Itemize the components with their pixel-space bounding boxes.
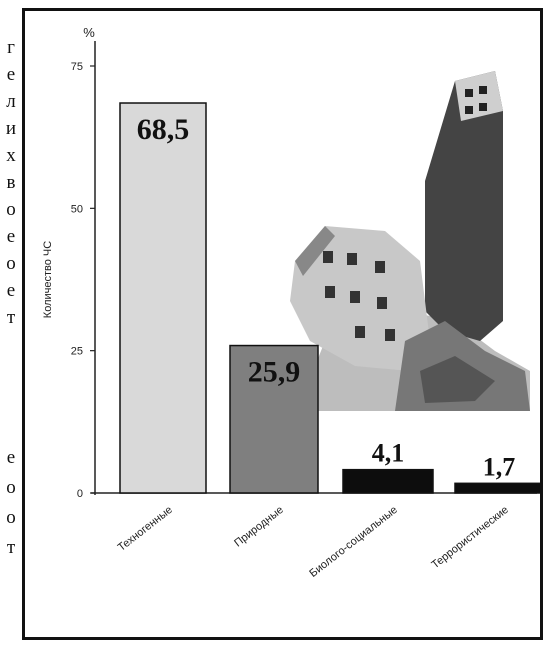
chart-bars — [119, 102, 544, 494]
side-text-char: о — [6, 199, 16, 220]
side-text-char: е — [6, 226, 16, 247]
y-tick-label: 25 — [71, 346, 83, 358]
bar-2 — [342, 468, 434, 494]
chart-axes: % 0 25 50 75 Количество ЧС — [42, 25, 537, 500]
side-text-char: о — [6, 507, 16, 528]
side-text-char: е — [6, 447, 16, 468]
side-text-char: о — [6, 253, 16, 274]
bar-0 — [119, 102, 207, 494]
y-tick-label: 50 — [71, 203, 83, 215]
side-text-char: х — [6, 145, 16, 166]
value-label: 68,5 — [137, 113, 190, 146]
side-text-char: л — [6, 91, 16, 112]
y-tick-label: 0 — [77, 488, 83, 500]
side-text-char: е — [6, 64, 16, 85]
side-text-char: е — [6, 280, 16, 301]
side-text-char: в — [6, 172, 16, 193]
value-label: 1,7 — [483, 452, 516, 481]
chart-frame: % 0 25 50 75 Количество ЧС 68,5 25,9 4,1 1,7 Тех… — [22, 8, 544, 640]
value-label: 25,9 — [248, 356, 301, 389]
bar-chart: % 0 25 50 75 Количество ЧС 68,5 25,9 4,1 1,7 Тех… — [42, 25, 544, 580]
chart-category-labels: Техногенные Природные Биолого-социальные Те… — [116, 504, 511, 580]
collapsed-building-photo — [290, 71, 530, 411]
value-label: 4,1 — [372, 439, 405, 468]
category-label: Природные — [232, 504, 286, 550]
category-label: Техногенные — [116, 504, 175, 554]
category-label: Биолого-социальные — [307, 504, 400, 580]
category-label: Террористические — [429, 504, 510, 571]
y-unit-label: % — [83, 25, 95, 40]
side-text-char: о — [6, 477, 16, 498]
y-tick-label: 75 — [71, 61, 83, 73]
bar-3 — [454, 482, 544, 494]
side-text-char: т — [6, 537, 16, 558]
side-text-char: и — [5, 118, 17, 139]
side-text-char: г — [7, 37, 15, 58]
side-text-char: т — [6, 307, 16, 328]
y-axis-label: Количество ЧС — [42, 241, 54, 318]
bar-1 — [229, 344, 319, 494]
chart-value-labels: 68,5 25,9 4,1 1,7 — [137, 113, 516, 481]
